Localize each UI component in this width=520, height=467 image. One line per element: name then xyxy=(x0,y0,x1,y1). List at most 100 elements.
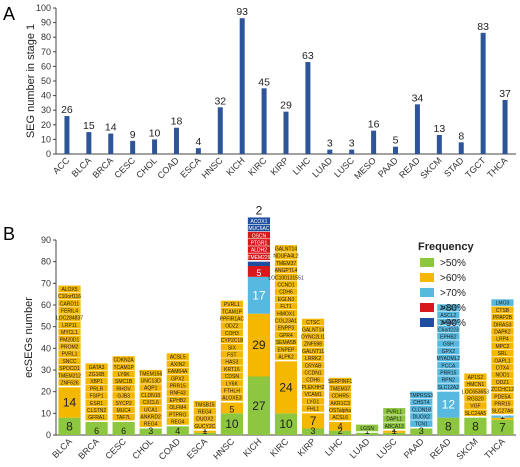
gene-box xyxy=(329,377,352,385)
bar-value-label-acc: 26 xyxy=(61,104,73,116)
bar-lusc xyxy=(349,149,355,154)
gene-label-duox2: DUOX2 xyxy=(413,415,430,421)
gene-box xyxy=(139,398,162,406)
bar-segment-hnsc-50 xyxy=(220,413,243,435)
bar-value-label-paad: 5 xyxy=(393,135,399,147)
top-value-label-kich: 2 xyxy=(256,203,263,217)
bar-stad xyxy=(458,142,464,154)
gene-box xyxy=(383,408,406,415)
x-tick-label-acc: ACC xyxy=(51,155,72,176)
y-tick-label: 80 xyxy=(41,257,51,267)
bar-value-label-blca: 15 xyxy=(83,120,95,132)
bar-chol xyxy=(152,139,158,154)
gene-label-olfm4: OLFM4 xyxy=(169,405,186,411)
x-tick-label-lusc: LUSC xyxy=(375,436,399,460)
bar-value-label-kirp: 29 xyxy=(280,100,292,112)
gene-box xyxy=(220,336,243,344)
x-tick-label-read: READ xyxy=(428,436,453,461)
bar-segment-cesc-50 xyxy=(112,422,135,435)
gene-box xyxy=(383,415,406,422)
gene-label-galnt14: GALNT14 xyxy=(302,327,324,333)
gene-box xyxy=(301,369,325,376)
gene-box xyxy=(139,420,162,427)
y-tick-label: 80 xyxy=(41,32,51,42)
gene-box xyxy=(247,224,271,232)
y-tick-label: 70 xyxy=(41,278,51,288)
gene-label-galnt14: GALNT14 xyxy=(275,247,297,253)
y-axis-title: SEG number in stage 1 xyxy=(25,24,37,138)
segment-value-label: 3 xyxy=(148,426,153,436)
bar-segment-lihc-60 xyxy=(329,422,352,431)
gene-box xyxy=(220,343,243,351)
bar-segment-coad-50 xyxy=(166,426,189,435)
bar-segment-kirp-50 xyxy=(301,428,325,435)
gene-box xyxy=(410,398,433,406)
gene-box xyxy=(464,373,487,381)
gene-label-prr15: PRR15 xyxy=(494,402,510,408)
x-tick-label-thca: THCA xyxy=(482,436,506,460)
gene-label-gfra1: GFRA1 xyxy=(88,415,105,421)
gene-label-tcam1p: TCAM1P xyxy=(114,365,135,371)
gene-label-gpx2: GPX2 xyxy=(442,349,456,355)
gene-label-six: SIX xyxy=(228,345,237,351)
gene-box xyxy=(58,350,81,357)
gene-label-has3: HAS3 xyxy=(225,360,238,366)
gene-box xyxy=(112,356,135,363)
gene-box xyxy=(274,345,298,353)
segment-value-label: 1 xyxy=(500,411,505,421)
gene-label-taf7l: TAF7L xyxy=(116,415,131,421)
gene-label-oapl1: OAPL1 xyxy=(494,358,510,364)
x-tick-label-brca: BRCA xyxy=(76,436,101,461)
x-tick-label-read: READ xyxy=(397,155,422,180)
gene-label-galnt11: GALNT11 xyxy=(302,349,324,355)
y-tick-label: 50 xyxy=(41,322,51,332)
x-tick-label-kich: KICH xyxy=(224,155,246,177)
gene-box xyxy=(166,360,189,368)
gene-label-ccnd1: CCND1 xyxy=(277,283,294,289)
gene-label-loc100131551: LOC100131551 xyxy=(268,275,304,281)
bar-acc xyxy=(64,116,70,154)
gene-box xyxy=(58,299,81,307)
gene-label-ptgr1: PTGR1 xyxy=(251,240,268,246)
x-tick-label-hnsc: HNSC xyxy=(200,155,225,180)
gene-label-dapl1: DAPL1 xyxy=(386,417,402,423)
segment-value-label: 5 xyxy=(256,268,261,278)
gene-box xyxy=(85,377,108,385)
x-tick-label-hnsc: HNSC xyxy=(211,436,236,461)
gene-label-prr15: PRR15 xyxy=(440,370,456,376)
gene-box xyxy=(410,413,433,420)
gene-label-slc27a6: SLC27A6 xyxy=(492,409,514,415)
segment-value-label: 12 xyxy=(442,398,456,412)
bar-group-thca: 711LMO3CTSBPPAP2BDIRAS3DAPK2LRP4MPC2SRLO… xyxy=(491,299,514,435)
legend-label-90: >90% xyxy=(440,318,466,329)
bar-meso xyxy=(371,130,377,154)
gene-label-reg4: REG4 xyxy=(144,422,158,428)
gene-label-rgs20: RGS20 xyxy=(467,396,484,402)
gene-label-cldn18: CLDN18 xyxy=(412,407,431,413)
gene-box xyxy=(85,392,108,399)
gene-label-odz1: ODZ1 xyxy=(496,380,510,386)
gene-label-gpx2: GPX2 xyxy=(171,376,185,382)
bar-brca xyxy=(108,133,114,154)
gene-box xyxy=(329,406,352,414)
bar-group-kirc: 10 24 GALNT14NDUFA4L2TMEM37ANGPTL4LOC10013… xyxy=(268,245,304,435)
bar-segment-thca-70 xyxy=(491,415,514,418)
gene-box xyxy=(491,385,514,393)
bar-segment-kich-70 xyxy=(247,276,271,314)
gene-label-muc6ac: MUC6AC xyxy=(248,226,270,232)
segment-value-label: 6 xyxy=(121,426,126,436)
gene-box xyxy=(139,369,162,377)
gene-box xyxy=(193,400,216,408)
gene-box xyxy=(301,397,325,405)
gene-label-lrrk2: LRRK2 xyxy=(305,356,321,362)
gene-box xyxy=(112,413,135,421)
gene-list-kirc: GALNT14NDUFA4L2TMEM37ANGPTL4LOC100131551… xyxy=(268,245,304,361)
bar-value-label-meso: 16 xyxy=(368,119,380,131)
gene-label-fhl1: FHL1 xyxy=(307,407,319,413)
gene-box xyxy=(437,333,460,340)
segment-value-label: 4 xyxy=(338,422,343,432)
y-tick-label: 30 xyxy=(41,365,51,375)
